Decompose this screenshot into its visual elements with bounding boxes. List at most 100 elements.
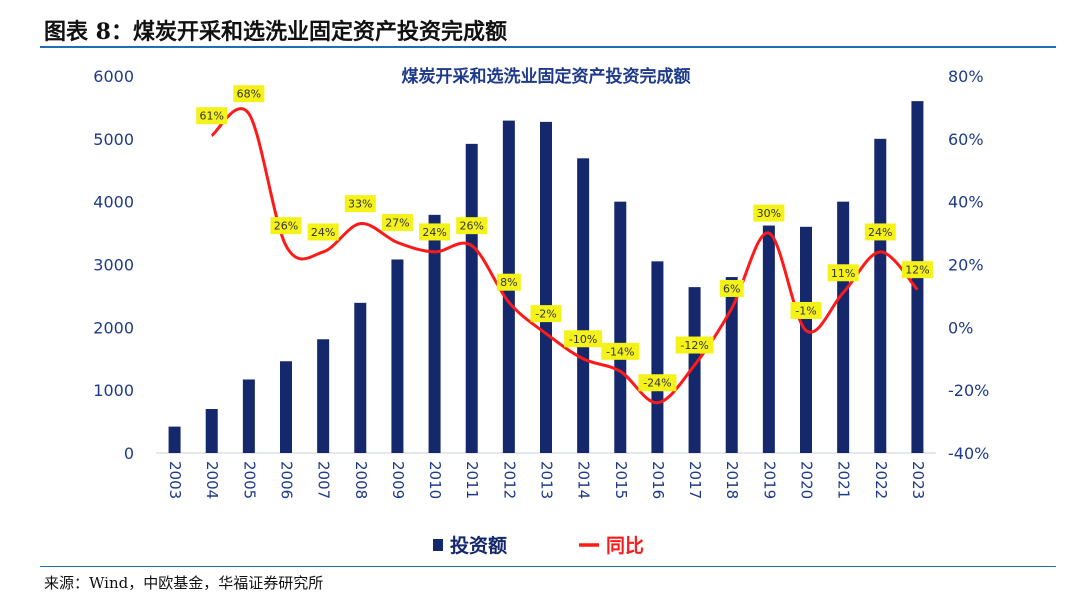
- bar: [614, 201, 627, 453]
- data-label: 12%: [905, 264, 929, 277]
- data-label-background: [753, 204, 785, 222]
- bar: [391, 259, 404, 453]
- data-label-background: [864, 223, 896, 241]
- x-tick-label: 2012: [500, 461, 518, 499]
- data-label: 6%: [723, 282, 740, 295]
- y-right-tick-label: 40%: [948, 193, 984, 212]
- y-right-tick-label: -20%: [948, 381, 989, 400]
- x-tick-label: 2016: [649, 461, 667, 499]
- bar: [540, 121, 552, 453]
- x-tick-label: 2013: [538, 461, 556, 499]
- source-note: 来源：Wind，中欧基金，华福证券研究所: [44, 574, 324, 592]
- data-label: 30%: [757, 207, 781, 220]
- data-label: -10%: [569, 333, 597, 346]
- bottom-rule: [40, 566, 1056, 567]
- data-label-background: [827, 264, 859, 282]
- x-tick-label: 2006: [278, 461, 296, 499]
- data-label: 8%: [500, 276, 517, 289]
- bar: [577, 158, 590, 453]
- data-label-background: [344, 195, 376, 213]
- x-tick-label: 2015: [612, 461, 630, 499]
- bar: [762, 225, 775, 453]
- x-tick-label: 2019: [760, 461, 778, 499]
- x-tick-label: 2023: [909, 461, 927, 499]
- x-tick-label: 2003: [166, 461, 184, 499]
- x-tick-label: 2011: [463, 461, 481, 499]
- data-label-background: [530, 305, 562, 323]
- y-right-tick-label: -40%: [948, 444, 989, 463]
- bar: [280, 361, 292, 453]
- data-label: 26%: [274, 220, 298, 233]
- bar: [465, 143, 478, 454]
- chart-title: 煤炭开采和选洗业固定资产投资完成额: [402, 66, 691, 87]
- x-tick-label: 2021: [835, 461, 853, 499]
- x-tick-label: 2010: [426, 461, 444, 499]
- bar: [242, 379, 255, 453]
- data-label-background: [419, 223, 451, 241]
- data-label: 11%: [831, 267, 855, 280]
- legend-bar-swatch: [433, 539, 443, 551]
- data-label-background: [901, 261, 933, 279]
- y-left-tick-label: 3000: [93, 256, 134, 275]
- legend-bar-label: 投资额: [450, 534, 507, 557]
- data-label-background: [307, 223, 339, 241]
- x-tick-label: 2022: [872, 461, 890, 499]
- bar: [725, 277, 738, 453]
- bar: [205, 409, 218, 453]
- y-right-tick-label: 80%: [948, 67, 984, 86]
- bar: [800, 226, 812, 453]
- legend-line-label: 同比: [606, 535, 644, 557]
- bar: [651, 261, 664, 453]
- data-label: 26%: [459, 220, 483, 233]
- x-tick-label: 2018: [723, 461, 741, 499]
- data-label: 24%: [311, 226, 335, 239]
- x-tick-label: 2020: [798, 461, 816, 499]
- bar: [317, 339, 330, 453]
- data-label: 24%: [868, 226, 892, 239]
- x-tick-label: 2007: [315, 461, 333, 499]
- data-label-background: [638, 374, 677, 392]
- top-rule: [40, 46, 1056, 48]
- data-label-background: [270, 217, 302, 235]
- x-tick-label: 2014: [575, 461, 593, 499]
- data-label: 61%: [199, 110, 223, 123]
- chart-svg: 煤炭开采和选洗业固定资产投资完成额 0 1000 2000 3000 4000 5000 60…: [76, 54, 1048, 564]
- x-tick-label: 2004: [203, 461, 221, 499]
- y-left-tick-label: 5000: [93, 130, 134, 149]
- bar: [874, 138, 887, 453]
- y-right-tick-label: 60%: [948, 130, 984, 149]
- data-label: -24%: [643, 377, 671, 390]
- data-label-background: [790, 301, 822, 319]
- data-label-background: [196, 107, 228, 125]
- yoy-line: [210, 107, 919, 405]
- data-label: -1%: [795, 304, 816, 317]
- data-label: 27%: [385, 217, 409, 230]
- data-label: 68%: [237, 88, 261, 101]
- data-label-background: [456, 217, 488, 235]
- data-label: -14%: [606, 345, 634, 358]
- data-label-background: [564, 330, 603, 348]
- figure-heading: 图表 8：煤炭开采和选洗业固定资产投资完成额: [44, 19, 507, 45]
- y-left-tick-label: 0: [124, 444, 134, 463]
- x-tick-label: 2009: [389, 461, 407, 499]
- x-tick-label: 2017: [686, 461, 704, 499]
- data-label: -2%: [535, 308, 556, 321]
- bar: [837, 201, 850, 453]
- data-label-background: [233, 85, 265, 103]
- data-label-background: [381, 214, 413, 232]
- y-left-tick-label: 4000: [93, 193, 134, 212]
- bar: [688, 287, 701, 453]
- y-left-tick-label: 1000: [93, 381, 134, 400]
- y-left-tick-label: 2000: [93, 318, 134, 337]
- bar: [168, 426, 181, 453]
- y-right-tick-label: 20%: [948, 256, 984, 275]
- y-right-tick-label: 0%: [948, 318, 973, 337]
- data-label-background: [719, 279, 744, 297]
- bar: [428, 214, 441, 453]
- data-label-background: [675, 336, 714, 354]
- chart-panel: 煤炭开采和选洗业固定资产投资完成额 0 1000 2000 3000 4000 5000 60…: [76, 54, 1048, 564]
- data-label-background: [601, 342, 640, 360]
- bar: [354, 302, 367, 453]
- y-left-tick-label: 6000: [93, 67, 134, 86]
- x-tick-label: 2008: [352, 461, 370, 499]
